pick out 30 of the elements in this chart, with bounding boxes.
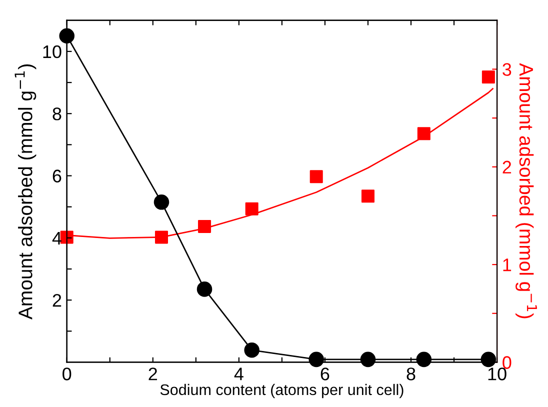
point (244, 342, 260, 358)
y2-tick-label: 1 (503, 258, 512, 272)
y-tick-label: 2 (52, 294, 62, 307)
point (360, 352, 376, 368)
point (482, 70, 495, 84)
point (245, 202, 258, 216)
point (59, 28, 74, 44)
x-tick-label: 2 (148, 368, 158, 380)
point (196, 282, 212, 297)
x-tick-label: 0 (62, 368, 72, 380)
x-tick-label: 6 (320, 368, 330, 380)
x-axis-title: Sodium content (atoms per unit cell) (160, 384, 404, 398)
y2-tick-label: 3 (502, 63, 512, 76)
point (154, 230, 168, 244)
y-tick-label: 8 (52, 108, 62, 120)
y-tick-label: 10 (43, 45, 62, 58)
y-axis-title: Amount adsorbed (mmol g$^{−1}$) (14, 64, 36, 320)
x-tick-label: 8 (406, 368, 416, 380)
point (154, 194, 170, 210)
point (417, 127, 430, 140)
x-tick-label: 4 (234, 368, 244, 380)
y2-tick-label: 2 (502, 160, 512, 174)
point (60, 230, 74, 244)
point (310, 170, 323, 184)
point (361, 190, 374, 203)
y2-tick-label: 0 (502, 356, 512, 369)
y-tick-label: 6 (52, 170, 62, 182)
point (198, 220, 212, 233)
x-tick-label: 10 (488, 368, 506, 380)
y2-axis-title: Amount adsorbed (mmol g$^{−1}$) (516, 63, 537, 318)
